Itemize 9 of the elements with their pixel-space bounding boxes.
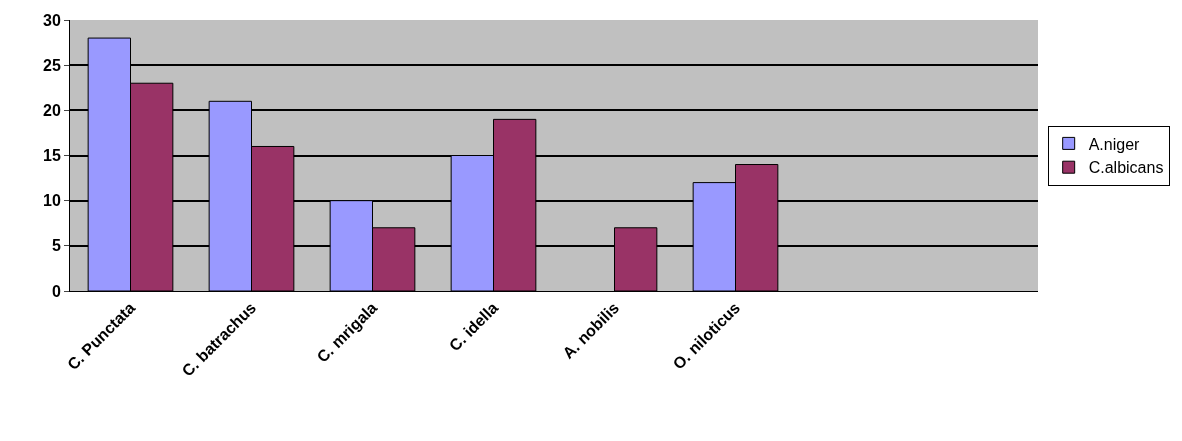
- legend-label: A.niger: [1088, 135, 1141, 153]
- y-tick-label: 25: [43, 56, 61, 74]
- legend-label: C.albicans: [1088, 159, 1164, 177]
- y-tick-label: 5: [51, 237, 61, 255]
- y-tick-label: 20: [43, 101, 61, 119]
- y-tick-label: 0: [51, 282, 61, 300]
- y-tick-label: 10: [43, 192, 61, 210]
- y-tick-label: 15: [43, 147, 61, 165]
- y-tick-label: 30: [43, 11, 61, 29]
